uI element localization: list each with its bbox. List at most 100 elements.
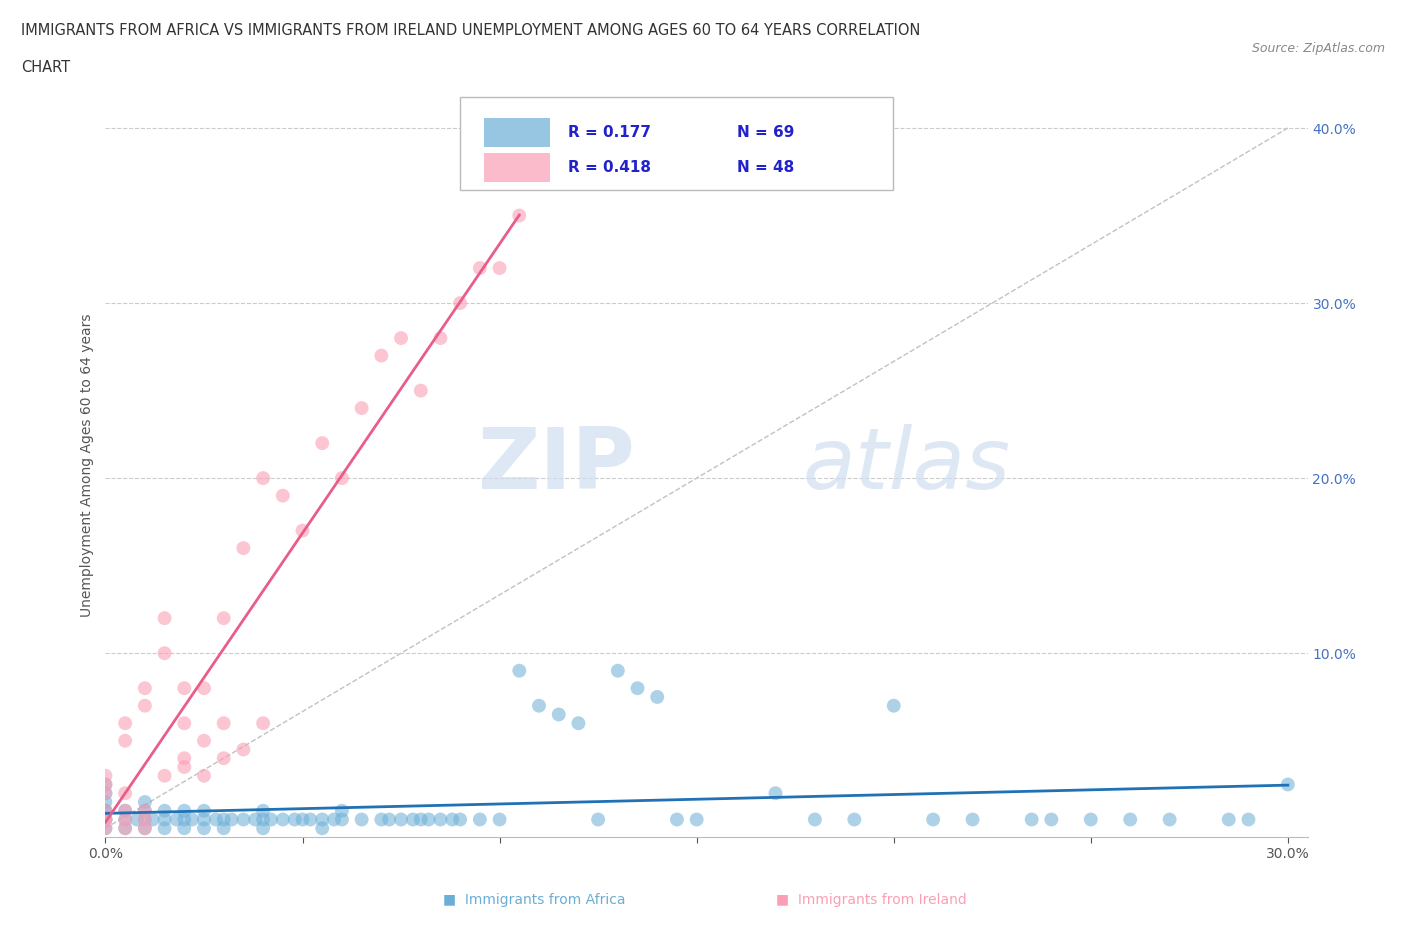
Text: CHART: CHART (21, 60, 70, 75)
Point (508, 208, 530, 223)
Point (134, 804, 156, 818)
Point (441, 812, 464, 827)
Point (586, 812, 609, 827)
Point (94, 812, 117, 827)
Point (488, 260, 510, 275)
Text: Source: ZipAtlas.com: Source: ZipAtlas.com (1251, 42, 1385, 55)
Point (173, 821, 195, 836)
Point (173, 760, 195, 775)
Point (665, 812, 688, 827)
Point (153, 812, 176, 827)
Point (350, 812, 373, 827)
Point (134, 804, 156, 818)
Point (193, 681, 215, 696)
Point (193, 821, 215, 836)
Point (94, 804, 117, 818)
Point (1237, 812, 1260, 827)
Point (378, 812, 401, 827)
Point (508, 663, 530, 678)
Point (291, 524, 314, 538)
Point (94, 812, 117, 827)
Text: atlas: atlas (803, 423, 1011, 507)
Point (429, 812, 451, 827)
Point (212, 716, 235, 731)
Point (134, 698, 156, 713)
Point (883, 698, 905, 713)
Point (94, 804, 117, 818)
Point (1021, 812, 1043, 827)
Point (370, 812, 392, 827)
Point (114, 821, 136, 836)
Point (402, 812, 425, 827)
Point (284, 812, 307, 827)
Point (153, 768, 176, 783)
Point (449, 296, 471, 311)
Point (547, 707, 569, 722)
Point (311, 821, 333, 836)
Point (232, 812, 254, 827)
Point (252, 471, 274, 485)
Point (260, 812, 283, 827)
Point (153, 821, 176, 836)
Point (212, 812, 235, 827)
Point (232, 540, 254, 555)
Point (527, 698, 550, 713)
Point (1080, 812, 1102, 827)
Point (212, 611, 235, 626)
Point (271, 812, 294, 827)
Point (193, 733, 215, 748)
Point (468, 812, 491, 827)
Point (125, 812, 148, 827)
Point (1159, 812, 1181, 827)
Point (134, 794, 156, 809)
Point (134, 821, 156, 836)
Point (114, 716, 136, 731)
Text: ■  Immigrants from Africa: ■ Immigrants from Africa (443, 893, 626, 907)
Point (685, 812, 707, 827)
Point (1119, 812, 1142, 827)
Point (468, 260, 491, 275)
Point (94, 768, 117, 783)
Point (449, 812, 471, 827)
Point (173, 751, 195, 765)
Point (922, 812, 945, 827)
Point (193, 804, 215, 818)
Point (173, 804, 195, 818)
Point (350, 401, 373, 416)
Point (1040, 812, 1063, 827)
Point (844, 812, 866, 827)
Point (94, 821, 117, 836)
Point (409, 383, 432, 398)
Point (311, 812, 333, 827)
Point (252, 812, 274, 827)
Point (299, 812, 322, 827)
Point (114, 804, 136, 818)
Point (94, 777, 117, 792)
Point (645, 689, 668, 704)
Point (962, 812, 984, 827)
Point (567, 716, 589, 731)
Point (94, 786, 117, 801)
Point (330, 804, 353, 818)
Point (765, 786, 787, 801)
Point (330, 471, 353, 485)
Point (134, 821, 156, 836)
Point (94, 786, 117, 801)
Point (114, 812, 136, 827)
Point (173, 812, 195, 827)
Point (94, 804, 117, 818)
Point (153, 645, 176, 660)
Point (193, 812, 215, 827)
Point (204, 812, 226, 827)
Bar (484, 117, 550, 147)
Point (271, 488, 294, 503)
Point (94, 812, 117, 827)
Point (134, 681, 156, 696)
Point (409, 812, 432, 827)
Point (94, 812, 117, 827)
Point (323, 812, 346, 827)
Point (311, 435, 333, 450)
Point (221, 812, 243, 827)
Point (181, 812, 204, 827)
Point (114, 733, 136, 748)
